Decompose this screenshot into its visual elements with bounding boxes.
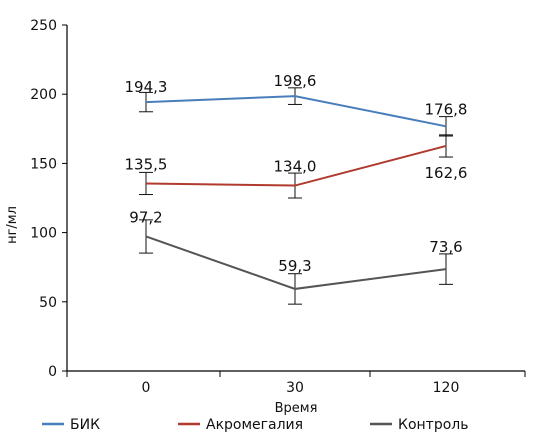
data-label: 162,6	[425, 164, 468, 182]
series-line-3	[145, 235, 447, 290]
legend-label: Контроль	[398, 417, 468, 433]
data-labels: 194,3 198,6 176,8 135,5 134,0 162,6 97,2 59,3 73…	[125, 72, 468, 275]
series-line-1	[145, 95, 447, 128]
legend-label: Акромегалия	[206, 417, 303, 433]
x-tick-label: 120	[433, 380, 460, 396]
data-label: 176,8	[425, 100, 468, 118]
legend: БИК Акромегалия Контроль	[42, 417, 468, 433]
y-tick-label: 250	[30, 18, 57, 34]
legend-label: БИК	[70, 417, 100, 433]
series-layer	[139, 87, 453, 305]
data-label: 194,3	[125, 78, 168, 96]
y-tick-label: 200	[30, 87, 57, 103]
data-label: 59,3	[278, 257, 311, 275]
axes: 0 50 100 150 200 250 0 30 120 Время нг/мл	[5, 18, 526, 416]
x-axis-title: Время	[275, 401, 318, 416]
data-label: 198,6	[274, 72, 317, 90]
y-tick-label: 0	[48, 364, 57, 380]
y-tick-label: 100	[30, 226, 57, 242]
data-label: 97,2	[129, 208, 162, 226]
y-axis-title: нг/мл	[5, 206, 20, 244]
data-label: 134,0	[274, 158, 317, 176]
data-label: 73,6	[429, 238, 462, 256]
x-tick-label: 0	[142, 380, 151, 396]
y-tick-label: 50	[39, 295, 57, 311]
data-label: 135,5	[125, 155, 168, 173]
x-tick-label: 30	[286, 380, 304, 396]
series-line-2	[145, 144, 447, 187]
y-tick-label: 150	[30, 156, 57, 172]
